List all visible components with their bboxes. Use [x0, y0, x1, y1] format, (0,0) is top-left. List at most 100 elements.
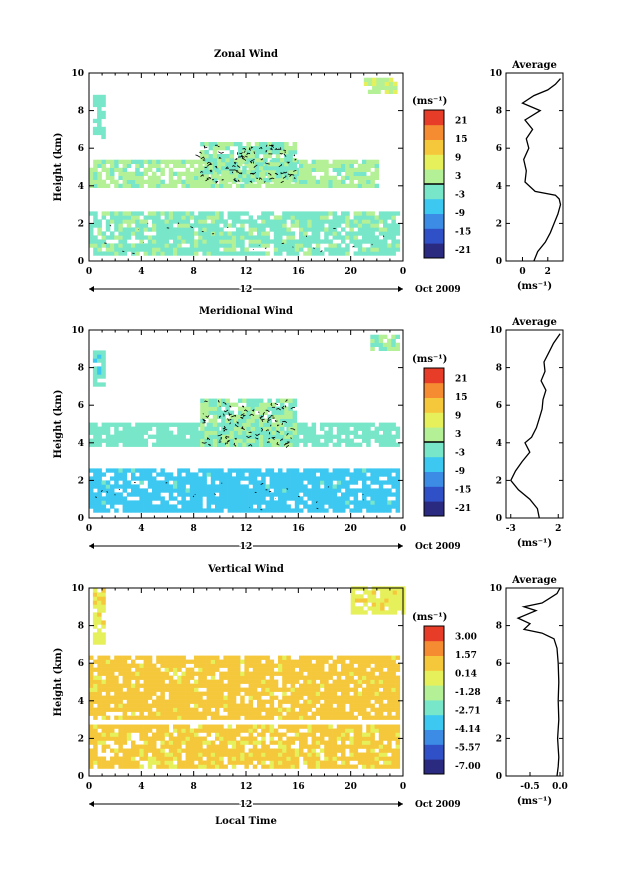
heatmap-cell: [126, 442, 132, 447]
heatmap-cell: [290, 671, 296, 676]
heatmap-cell: [210, 488, 216, 493]
heatmap-cell: [311, 748, 317, 753]
heatmap-cell: [143, 667, 149, 672]
heatmap-cell: [395, 655, 401, 660]
heatmap-cell: [286, 659, 291, 664]
heatmap-cell: [387, 426, 392, 431]
heatmap-cell: [126, 736, 132, 741]
heatmap-cell: [341, 711, 346, 716]
heatmap-cell: [185, 422, 191, 427]
heatmap-cell: [336, 659, 342, 664]
heatmap-cell: [278, 715, 283, 720]
heatmap-cell: [267, 414, 272, 419]
heatmap-cell: [122, 422, 128, 427]
heatmap-cell: [240, 752, 245, 757]
heatmap-cell: [89, 695, 94, 700]
heatmap-cell: [328, 655, 333, 660]
heatmap-cell: [147, 667, 153, 672]
heatmap-cell: [320, 671, 325, 676]
heatmap-cell: [315, 744, 321, 749]
average-title: Average: [511, 60, 557, 71]
heatmap-cell: [392, 594, 398, 599]
heatmap-cell: [210, 183, 216, 188]
heatmap-cell: [362, 500, 367, 505]
heatmap-cell: [152, 736, 157, 741]
heatmap-cell: [345, 434, 350, 439]
heatmap-cell: [97, 687, 102, 692]
heatmap-cell: [324, 422, 329, 427]
contour-segment: [262, 411, 265, 416]
heatmap-cell: [206, 504, 212, 509]
heatmap-cell: [173, 179, 178, 184]
heatmap-cell: [315, 163, 321, 168]
heatmap-cell: [177, 472, 182, 477]
heatmap-cell: [89, 243, 94, 248]
heatmap-cell: [223, 472, 228, 477]
heatmap-cell: [307, 695, 312, 700]
heatmap-cell: [101, 740, 107, 745]
heatmap-cell: [210, 671, 216, 676]
heatmap-cell: [135, 179, 140, 184]
heatmap-cell: [282, 227, 287, 232]
contour-segment: [109, 224, 112, 227]
heatmap-cell: [208, 166, 214, 171]
contour-segment: [290, 437, 292, 440]
heatmap-cell: [362, 227, 367, 232]
heatmap-cell: [299, 211, 304, 216]
heatmap-cell: [135, 183, 140, 188]
heatmap-cell: [110, 699, 115, 704]
heatmap-cell: [225, 402, 230, 407]
heatmap-cell: [93, 163, 98, 168]
heatmap-cell: [336, 756, 342, 761]
heatmap-cell: [286, 707, 291, 712]
heatmap-cell: [194, 179, 199, 184]
heatmap-cell: [105, 175, 111, 180]
heatmap-cell: [101, 683, 107, 688]
heatmap-cell: [271, 402, 277, 407]
heatmap-cell: [252, 756, 258, 761]
heatmap-cell: [311, 442, 317, 447]
heatmap-cell: [282, 211, 287, 216]
colorbar-tick-label: 15: [455, 135, 468, 145]
heatmap-cell: [160, 663, 165, 668]
heatmap-cell: [236, 496, 241, 501]
heatmap-cell: [320, 219, 325, 224]
heatmap-cell: [114, 508, 119, 513]
heatmap-cell: [244, 211, 249, 216]
heatmap-cell: [147, 728, 153, 733]
heatmap-cell: [110, 167, 115, 172]
heatmap-cell: [122, 227, 128, 232]
heatmap-cell: [160, 748, 165, 753]
heatmap-cell: [131, 703, 136, 708]
heatmap-cell: [240, 476, 245, 481]
colorbar-swatch: [424, 124, 444, 140]
heatmap-cell: [391, 699, 396, 704]
heatmap-cell: [177, 760, 182, 765]
heatmap-cell: [198, 703, 203, 708]
heatmap-cell: [345, 251, 350, 256]
heatmap-cell: [118, 223, 123, 228]
contour-segment: [278, 164, 282, 168]
heatmap-cell: [250, 406, 256, 411]
heatmap-cell: [238, 438, 243, 443]
heatmap-cell: [349, 703, 354, 708]
heatmap-cell: [122, 748, 128, 753]
heatmap-cell: [261, 764, 266, 769]
heatmap-cell: [194, 171, 199, 176]
heatmap-cell: [217, 398, 222, 403]
heatmap-cell: [231, 231, 237, 236]
heatmap-cell: [370, 476, 375, 481]
heatmap-cell: [362, 472, 367, 477]
heatmap-cell: [168, 659, 174, 664]
heatmap-cell: [387, 247, 392, 252]
heatmap-cell: [223, 655, 228, 660]
heatmap-cell: [286, 744, 291, 749]
heatmap-cell: [215, 211, 220, 216]
heatmap-cell: [105, 736, 111, 741]
heatmap-cell: [345, 219, 350, 224]
heatmap-cell: [185, 732, 191, 737]
heatmap-cell: [248, 715, 254, 720]
heatmap-cell: [147, 500, 153, 505]
heatmap-cell: [341, 476, 346, 481]
heatmap-cell: [189, 215, 195, 220]
